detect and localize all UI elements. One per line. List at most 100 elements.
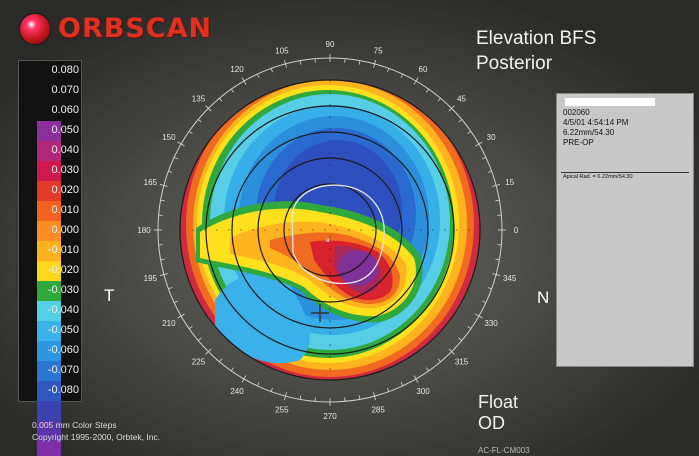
apical-radius: Apical Rad. = 6.22mm/54.30 xyxy=(563,174,633,180)
axis-degree-label: 45 xyxy=(457,94,466,103)
legend-value: -0.050 xyxy=(47,324,79,336)
degree-tick xyxy=(495,199,500,202)
degree-tick xyxy=(299,60,302,65)
legend-value: 0.080 xyxy=(51,64,79,76)
axis-degree-label: 210 xyxy=(162,319,176,328)
degree-tick xyxy=(256,73,260,78)
degree-tick xyxy=(358,60,361,65)
degree-tick xyxy=(270,68,273,73)
degree-tick xyxy=(373,392,376,401)
degree-tick xyxy=(205,105,212,112)
degree-tick xyxy=(400,382,404,387)
legend-value: 0.040 xyxy=(51,144,79,156)
legend-value: 0.020 xyxy=(51,184,79,196)
temporal-label: T xyxy=(104,286,115,305)
degree-tick xyxy=(458,119,463,123)
degree-tick xyxy=(205,348,212,355)
orbscan-logo: ORBSCAN xyxy=(20,12,220,46)
degree-tick xyxy=(492,273,501,276)
degree-tick xyxy=(256,382,260,387)
legend-value: 0.070 xyxy=(51,84,79,96)
logo-ball-icon xyxy=(20,14,50,44)
degree-tick xyxy=(299,395,302,400)
color-steps-note: 0.005 mm Color Steps xyxy=(32,420,117,430)
degree-tick xyxy=(177,141,185,147)
color-scale-legend: 0.080 0.070 0.060 0.050 0.040 0.030 0.020 0.010… xyxy=(18,60,82,456)
legend-value: -0.010 xyxy=(47,244,79,256)
map-type-line2: OD xyxy=(478,413,505,433)
degree-tick xyxy=(387,387,390,392)
axis-degree-label: 330 xyxy=(484,319,498,328)
legend-value: -0.040 xyxy=(47,304,79,316)
degree-tick xyxy=(437,358,441,363)
legend-value: -0.080 xyxy=(47,384,79,396)
degree-tick xyxy=(241,375,247,383)
degree-tick xyxy=(426,367,429,372)
exam-info-panel: 002060 4/5/01 4:54:14 PM 6.22mm/54.30 PR… xyxy=(556,93,694,367)
degree-tick xyxy=(159,273,168,276)
degree-tick xyxy=(284,392,287,401)
nasal-label: N xyxy=(537,288,550,307)
degree-tick xyxy=(188,131,193,134)
axis-degree-label: 270 xyxy=(323,412,337,421)
map-title: Elevation BFS Posterior xyxy=(476,26,596,76)
axis-degree-label: 345 xyxy=(503,274,517,283)
axis-degree-label: 240 xyxy=(230,387,244,396)
degree-tick xyxy=(173,300,178,304)
degree-tick xyxy=(475,141,483,147)
axis-degree-label: 0 xyxy=(514,226,519,235)
exam-datetime: 4/5/01 4:54:14 PM xyxy=(563,118,629,127)
degree-tick xyxy=(467,131,472,134)
legend-value: 0.000 xyxy=(51,224,79,236)
degree-tick xyxy=(495,258,500,261)
degree-tick xyxy=(492,184,501,187)
axis-degree-label: 30 xyxy=(487,133,496,142)
axis-degree-label: 105 xyxy=(275,46,289,55)
divider xyxy=(561,172,689,173)
axis-degree-label: 315 xyxy=(455,358,469,367)
degree-tick xyxy=(482,156,487,160)
axis-degree-label: 255 xyxy=(275,406,289,415)
degree-tick xyxy=(159,184,168,187)
degree-tick xyxy=(168,287,173,290)
degree-tick xyxy=(426,88,429,93)
degree-tick xyxy=(197,119,202,123)
degree-tick xyxy=(448,348,455,355)
degree-tick xyxy=(270,387,273,392)
degree-tick xyxy=(284,59,287,68)
degree-tick xyxy=(231,88,234,93)
legend-value: -0.060 xyxy=(47,344,79,356)
map-title-line1: Elevation BFS xyxy=(476,28,597,49)
degree-tick xyxy=(487,287,492,290)
legend-value: 0.030 xyxy=(51,164,79,176)
axis-degree-label: 150 xyxy=(162,133,176,142)
degree-tick xyxy=(168,170,173,173)
color-scale-bar xyxy=(37,121,61,456)
degree-tick xyxy=(467,326,472,329)
exam-status: PRE-OP xyxy=(563,138,594,147)
axis-degree-label: 75 xyxy=(374,46,383,55)
degree-tick xyxy=(387,68,390,73)
legend-value: -0.020 xyxy=(47,264,79,276)
axis-degree-label: 60 xyxy=(419,65,428,74)
apex-marker: a xyxy=(326,238,330,244)
axis-labels: 9075604530150345330315300285270255240225… xyxy=(137,40,518,421)
exam-measure: 6.22mm/54.30 xyxy=(563,128,615,137)
legend-value: -0.070 xyxy=(47,364,79,376)
degree-tick xyxy=(241,77,247,85)
legend-value: -0.030 xyxy=(47,284,79,296)
axis-degree-label: 135 xyxy=(192,94,206,103)
degree-tick xyxy=(177,313,185,319)
axis-degree-label: 195 xyxy=(144,274,158,283)
center-cross-icon xyxy=(311,304,329,322)
degree-tick xyxy=(197,337,202,341)
axis-degree-label: 300 xyxy=(416,387,430,396)
topography-map xyxy=(180,80,480,380)
axis-degree-label: 15 xyxy=(505,178,514,187)
degree-tick xyxy=(160,199,165,202)
pupil-outline xyxy=(291,184,385,285)
map-code: AC-FL-CM003 xyxy=(478,446,530,455)
degree-tick xyxy=(373,59,376,68)
